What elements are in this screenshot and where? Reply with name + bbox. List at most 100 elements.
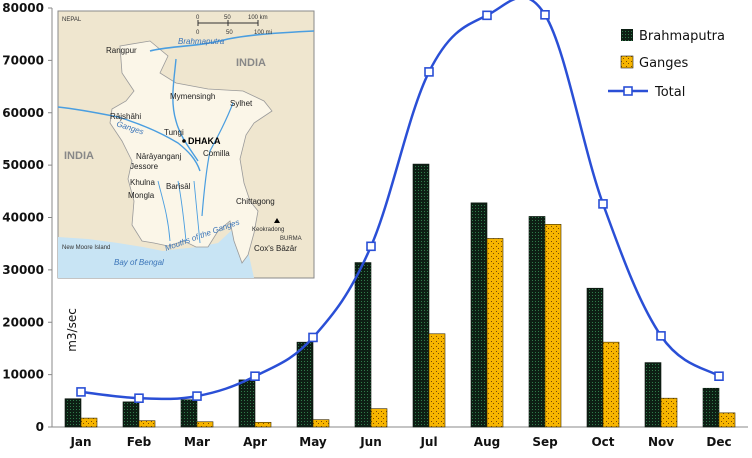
point-total [598, 199, 608, 209]
map-label-india-west: INDIA [64, 150, 94, 162]
bar-brahmaputra [702, 387, 720, 428]
x-tick-label: May [299, 435, 327, 449]
point-total [482, 10, 492, 21]
map-city-khulna: Khulna [130, 178, 155, 187]
map-label-nepal: NEPAL [62, 17, 82, 23]
point-total [134, 393, 144, 403]
map-city-mongla: Mongla [128, 191, 155, 200]
map-river-meghna [201, 102, 234, 217]
map-label-brahmaputra-river: Brahmaputra [178, 37, 225, 46]
bar-brahmaputra [412, 163, 430, 428]
map-scale-bar: 0 50 100 km 0 50 100 mi [196, 15, 272, 36]
x-tick-label: Jun [359, 435, 382, 449]
axes: 0 10000 20000 30000 40000 50000 60000 70000 8000… [2, 1, 748, 449]
bars [64, 163, 736, 428]
point-total [250, 371, 260, 381]
svg-text:100 mi: 100 mi [254, 30, 272, 36]
bar-brahmaputra [64, 398, 82, 428]
map-bay-water [58, 217, 254, 278]
y-tick-labels: 0 10000 20000 30000 40000 50000 60000 70000 8000… [2, 1, 52, 434]
bar-ganges [660, 397, 678, 428]
bar-ganges [428, 333, 446, 428]
map-label-keokradong: Keokradong [252, 227, 284, 233]
y-tick-label: 50000 [2, 158, 44, 172]
bar-brahmaputra [470, 202, 488, 428]
bar-brahmaputra [238, 379, 256, 428]
map-label-india-north: INDIA [236, 57, 266, 69]
bar-ganges [196, 421, 214, 428]
map-city-narayanganj: Nārāyanganj [136, 152, 182, 161]
map-label-burma: BURMA [280, 236, 302, 242]
bar-ganges [544, 224, 562, 428]
x-tick-label: Mar [184, 435, 210, 449]
x-tick-label: Sep [532, 435, 558, 449]
total-line-series [76, 0, 724, 403]
bar-ganges [602, 341, 620, 428]
y-tick-label: 60000 [2, 106, 44, 120]
bar-ganges [138, 420, 156, 428]
point-total [366, 241, 376, 252]
y-tick-label: 20000 [2, 315, 44, 329]
legend-label-total: Total [654, 85, 685, 100]
legend-swatch-ganges [620, 55, 634, 69]
line-total [80, 0, 720, 401]
map-city-rangpur: Rangpur [106, 46, 137, 55]
map-city-sylhet: Sylhet [230, 99, 253, 108]
x-tick-label: Jul [419, 435, 437, 449]
map-dot-dhaka [182, 139, 186, 143]
y-tick-label: 10000 [2, 368, 44, 382]
point-total [540, 10, 550, 20]
inset-map: 0 50 100 km 0 50 100 mi NEPAL INDIA INDI… [57, 10, 315, 279]
map-bangladesh [109, 40, 273, 264]
bar-brahmaputra [644, 362, 662, 428]
point-total [656, 331, 666, 341]
svg-text:0: 0 [196, 30, 200, 36]
legend-label-ganges: Ganges [639, 56, 689, 71]
map-label-bay-of-bengal: Bay of Bengal [114, 258, 164, 267]
map-peak-marker [274, 218, 280, 223]
bar-ganges [486, 238, 504, 428]
map-river-jamuna [172, 58, 199, 162]
x-tick-label: Feb [127, 435, 152, 449]
bar-ganges [312, 419, 330, 428]
point-total [76, 387, 86, 397]
x-tick-label: Aug [474, 435, 500, 449]
y-tick-label: 30000 [2, 263, 44, 277]
map-river-delta [157, 180, 201, 244]
bar-brahmaputra [528, 216, 546, 428]
map-city-comilla: Comilla [203, 149, 230, 158]
point-total [308, 332, 318, 343]
bar-ganges [254, 421, 272, 428]
y-tick-label: 70000 [2, 53, 44, 67]
x-tick-label: Apr [243, 435, 267, 449]
svg-text:50: 50 [224, 15, 231, 21]
y-tick-label: 0 [36, 420, 44, 434]
map-city-chittagong: Chittagong [236, 197, 275, 206]
x-tick-label: Dec [706, 435, 731, 449]
legend-marker-total [623, 86, 633, 96]
map-city-coxs-bazar: Cox's Bāzār [254, 244, 297, 253]
legend: Brahmaputra Ganges Total [608, 29, 725, 100]
map-river-brahmaputra [149, 30, 315, 52]
point-total [714, 371, 724, 381]
svg-text:100 km: 100 km [248, 15, 268, 21]
map-city-mymensingh: Mymensingh [170, 92, 215, 101]
map-city-tungi: Tungi [164, 128, 184, 137]
map-city-barisal: Barisāl [166, 182, 191, 191]
map-capital-dhaka: DHAKA [188, 136, 221, 146]
bar-ganges [718, 412, 736, 428]
x-tick-label: Oct [591, 435, 614, 449]
legend-label-brahmaputra: Brahmaputra [639, 29, 725, 44]
bar-brahmaputra [586, 287, 604, 428]
legend-swatch-brahmaputra [621, 29, 633, 41]
map-city-rajshahi: Rājshāhi [110, 112, 141, 121]
bar-brahmaputra [354, 262, 372, 428]
bar-brahmaputra [180, 399, 198, 428]
y-axis-title: m3/sec [65, 308, 79, 352]
x-tick-label: Nov [648, 435, 674, 449]
x-tick-labels: Jan Feb Mar Apr May Jun Jul Aug Sep Oct Nov Dec [69, 435, 731, 449]
bar-brahmaputra [296, 341, 314, 428]
y-tick-label: 40000 [2, 211, 44, 225]
svg-text:50: 50 [226, 30, 233, 36]
